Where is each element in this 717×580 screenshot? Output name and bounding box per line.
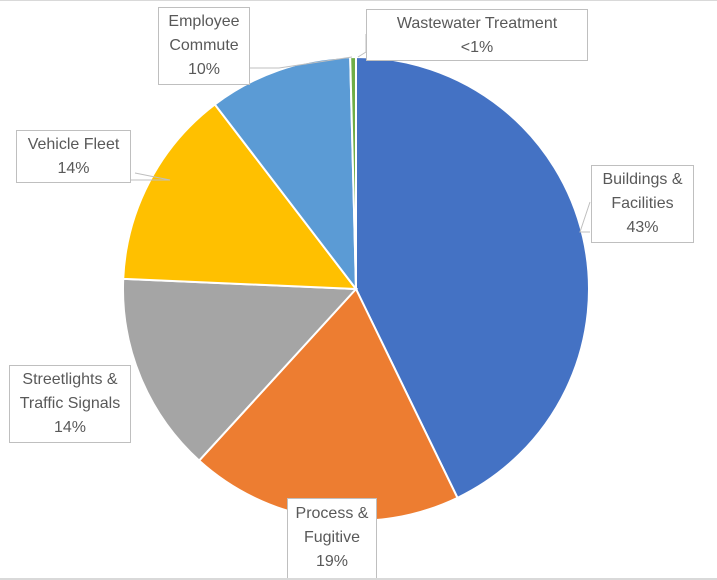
- label-percent: 14%: [57, 160, 90, 177]
- label-buildings-facilities: Buildings & Facilities 43%: [591, 165, 694, 243]
- label-percent: 10%: [187, 61, 221, 78]
- label-percent: <1%: [460, 39, 494, 56]
- label-line: Buildings &: [602, 171, 683, 188]
- label-line: Wastewater Treatment: [396, 15, 558, 32]
- label-line: Commute: [169, 37, 239, 54]
- label-line: Process &: [295, 505, 369, 522]
- pie-slice-buildings-facilities: [355, 55, 590, 500]
- label-line: Employee: [168, 13, 240, 30]
- label-employee-commute: Employee Commute 10%: [158, 7, 250, 85]
- chart-top-border: [0, 0, 717, 1]
- label-percent: 19%: [315, 553, 349, 570]
- label-process-fugitive: Process & Fugitive 19%: [287, 498, 377, 580]
- label-percent: 14%: [53, 419, 87, 436]
- label-line: Streetlights &: [22, 371, 118, 388]
- chart-bottom-border: [0, 578, 717, 580]
- pie-slices: [122, 55, 590, 522]
- pie-slice-vehicle-fleet: [122, 103, 359, 291]
- pie-slice-streetlights-traffic-signals: [122, 277, 359, 462]
- label-line: Facilities: [611, 195, 674, 212]
- label-percent: 43%: [626, 219, 659, 236]
- pie-slice-employee-commute: [213, 56, 358, 293]
- label-wastewater-treatment: Wastewater Treatment <1%: [366, 9, 588, 61]
- label-line: Fugitive: [303, 529, 361, 546]
- label-streetlights-traffic-signals: Streetlights & Traffic Signals 14%: [9, 365, 131, 443]
- label-vehicle-fleet: Vehicle Fleet 14%: [16, 130, 131, 183]
- label-line: Traffic Signals: [19, 395, 121, 412]
- label-line: Vehicle Fleet: [27, 136, 120, 153]
